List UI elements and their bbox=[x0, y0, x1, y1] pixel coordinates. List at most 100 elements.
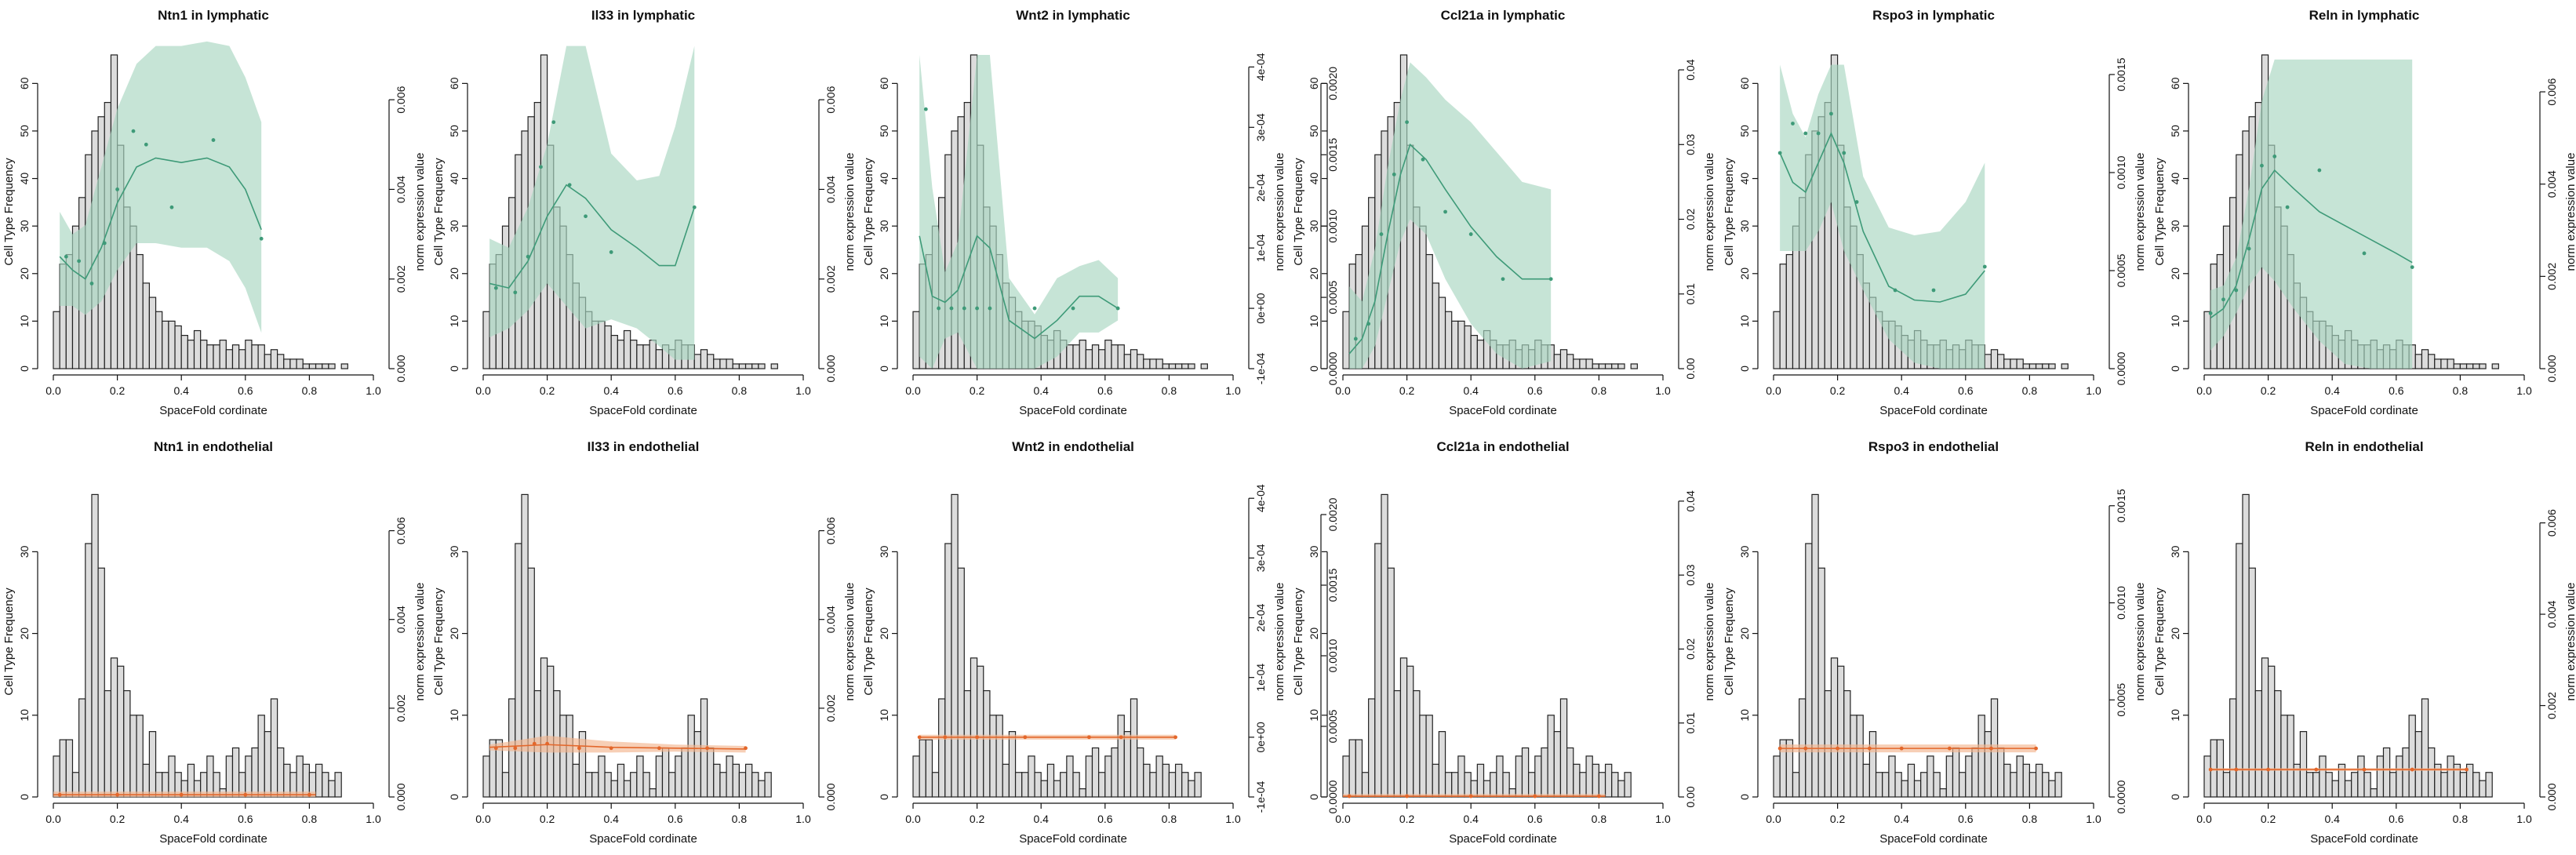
y-tick-label: 0 bbox=[878, 794, 890, 800]
histogram-bar bbox=[1559, 349, 1568, 369]
histogram-bar bbox=[2061, 363, 2068, 369]
y2-tick-label: 0.01 bbox=[1684, 712, 1697, 733]
expression-point bbox=[1443, 209, 1447, 214]
expression-point bbox=[1032, 306, 1037, 311]
x-tick-label: 0.8 bbox=[732, 384, 748, 397]
y-tick-label: 0 bbox=[1738, 794, 1751, 800]
histogram-bar bbox=[1779, 264, 1787, 369]
histogram-bar bbox=[1984, 731, 1992, 798]
histogram-bar bbox=[2363, 772, 2371, 798]
expression-point bbox=[1948, 746, 1952, 751]
confidence-band bbox=[1780, 64, 1985, 369]
expression-point bbox=[64, 254, 68, 259]
x-tick-label: 0.0 bbox=[2196, 813, 2212, 825]
histogram-bar bbox=[1174, 363, 1183, 369]
y2-tick-label: 0.000 bbox=[824, 783, 837, 810]
y-tick-label: 50 bbox=[1308, 125, 1320, 137]
histogram-bar bbox=[1817, 567, 1825, 798]
histogram-bar bbox=[957, 567, 965, 798]
histogram-bar bbox=[1060, 772, 1068, 798]
expression-point bbox=[1803, 131, 1808, 136]
histogram-bar bbox=[1451, 772, 1459, 798]
histogram-bar bbox=[919, 739, 926, 798]
histogram-bar bbox=[1528, 772, 1536, 798]
x-axis-label: SpaceFold cordinate bbox=[1879, 404, 1988, 417]
y2-tick-label: 4e-04 bbox=[1254, 53, 1267, 81]
expression-point bbox=[2285, 205, 2290, 209]
expression-point bbox=[2266, 767, 2271, 772]
histogram-bar bbox=[2305, 772, 2314, 798]
x-tick-label: 0.4 bbox=[1463, 813, 1479, 825]
histogram-bar bbox=[136, 715, 144, 798]
expression-point bbox=[1468, 232, 1473, 236]
y2-axis-label: norm expression value bbox=[413, 583, 427, 701]
x-tick-label: 0.0 bbox=[905, 813, 921, 825]
histogram-bar bbox=[270, 698, 278, 798]
histogram-bar bbox=[1617, 780, 1625, 798]
histogram-bar bbox=[2447, 358, 2454, 369]
histogram-bar bbox=[2042, 772, 2050, 798]
histogram-bar bbox=[546, 665, 555, 798]
expression-point bbox=[609, 250, 613, 254]
histogram-bar bbox=[1008, 731, 1017, 798]
expression-point bbox=[975, 306, 979, 311]
y2-tick-label: 0e+00 bbox=[1254, 293, 1267, 324]
histogram-bar bbox=[540, 657, 548, 798]
expression-point bbox=[943, 735, 948, 740]
histogram-bar bbox=[744, 363, 753, 369]
histogram-bar bbox=[187, 340, 195, 369]
expression-point bbox=[2260, 163, 2264, 168]
y2-tick-label: 0e+00 bbox=[1254, 722, 1267, 753]
histogram-bar bbox=[2248, 567, 2256, 798]
histogram-bar bbox=[1553, 731, 1562, 798]
histogram-bar bbox=[661, 747, 670, 798]
x-tick-label: 0.2 bbox=[1830, 813, 1846, 825]
expression-point bbox=[1087, 735, 1091, 740]
histogram-bar bbox=[1425, 253, 1433, 369]
histogram-bar bbox=[1123, 731, 1132, 798]
y2-tick-label: 3e-04 bbox=[1254, 544, 1267, 572]
histogram-bar bbox=[1997, 354, 2005, 369]
histogram-bar bbox=[610, 780, 618, 798]
histogram-bar bbox=[2421, 349, 2429, 369]
y-tick-label: 60 bbox=[878, 77, 890, 89]
histogram-bar bbox=[1432, 763, 1439, 798]
histogram-bar bbox=[2261, 657, 2269, 798]
y-tick-label: 50 bbox=[1738, 125, 1751, 137]
histogram-bar bbox=[726, 755, 733, 798]
histogram-bar bbox=[1592, 763, 1599, 798]
expression-point bbox=[1501, 277, 1505, 282]
y2-tick-label: 0.004 bbox=[2545, 170, 2558, 198]
histogram-bar bbox=[617, 763, 625, 798]
histogram-bar bbox=[655, 349, 664, 369]
histogram-bar bbox=[970, 657, 978, 798]
histogram-bar bbox=[1130, 349, 1138, 369]
histogram-bar bbox=[1894, 772, 1902, 798]
histogram-bar bbox=[1984, 354, 1992, 369]
histogram-bar bbox=[719, 358, 727, 369]
x-tick-label: 0.2 bbox=[540, 384, 555, 397]
histogram-bar bbox=[636, 344, 644, 369]
histogram-bar bbox=[912, 311, 920, 369]
x-tick-label: 0.4 bbox=[1033, 813, 1049, 825]
histogram-bar bbox=[1792, 772, 1800, 798]
histogram-bar bbox=[1355, 739, 1363, 798]
histogram-bar bbox=[315, 363, 323, 369]
histogram-bar bbox=[277, 354, 285, 369]
histogram-bar bbox=[162, 320, 169, 369]
histogram-bar bbox=[1066, 344, 1074, 369]
y-tick-label: 50 bbox=[18, 125, 31, 137]
histogram-bar bbox=[1502, 772, 1510, 798]
expression-point bbox=[2465, 767, 2469, 772]
histogram-bar bbox=[1123, 354, 1132, 369]
histogram-bar bbox=[758, 363, 766, 369]
x-tick-label: 0.6 bbox=[1527, 384, 1543, 397]
histogram-bar bbox=[1566, 747, 1574, 798]
histogram-bar bbox=[770, 363, 778, 369]
y2-tick-label: 0.0010 bbox=[2115, 155, 2127, 189]
histogram-bar bbox=[1579, 358, 1587, 369]
histogram-bar bbox=[1419, 715, 1427, 798]
expression-point bbox=[584, 214, 588, 219]
histogram-bar bbox=[1130, 698, 1138, 798]
